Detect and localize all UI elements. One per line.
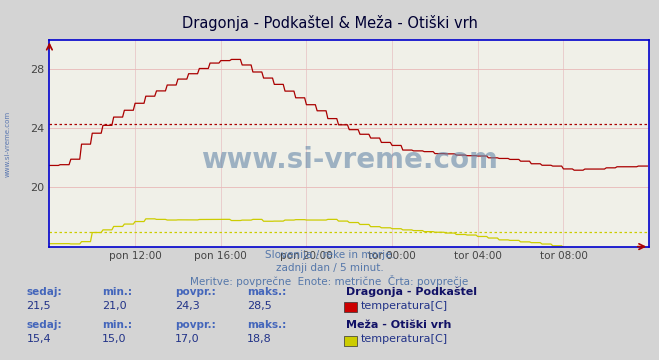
Text: 15,0: 15,0 [102, 334, 127, 344]
Text: Dragonja - Podkaštel & Meža - Otiški vrh: Dragonja - Podkaštel & Meža - Otiški vrh [182, 15, 477, 31]
Text: 28,5: 28,5 [247, 301, 272, 311]
Text: 18,8: 18,8 [247, 334, 272, 344]
Text: 15,4: 15,4 [26, 334, 51, 344]
Text: 17,0: 17,0 [175, 334, 199, 344]
Text: temperatura[C]: temperatura[C] [360, 334, 447, 344]
Text: min.:: min.: [102, 320, 132, 330]
Text: 21,5: 21,5 [26, 301, 51, 311]
Text: maks.:: maks.: [247, 287, 287, 297]
Text: temperatura[C]: temperatura[C] [360, 301, 447, 311]
Text: Meritve: povprečne  Enote: metrične  Črta: povprečje: Meritve: povprečne Enote: metrične Črta:… [190, 275, 469, 287]
Text: povpr.:: povpr.: [175, 287, 215, 297]
Text: sedaj:: sedaj: [26, 287, 62, 297]
Text: 24,3: 24,3 [175, 301, 200, 311]
Text: www.si-vreme.com: www.si-vreme.com [5, 111, 11, 177]
Text: 21,0: 21,0 [102, 301, 127, 311]
Text: Slovenija / reke in morje.: Slovenija / reke in morje. [264, 250, 395, 260]
Text: maks.:: maks.: [247, 320, 287, 330]
Text: zadnji dan / 5 minut.: zadnji dan / 5 minut. [275, 263, 384, 273]
Text: Dragonja - Podkaštel: Dragonja - Podkaštel [346, 287, 477, 297]
Text: www.si-vreme.com: www.si-vreme.com [201, 146, 498, 174]
Text: sedaj:: sedaj: [26, 320, 62, 330]
Text: povpr.:: povpr.: [175, 320, 215, 330]
Text: min.:: min.: [102, 287, 132, 297]
Text: Meža - Otiški vrh: Meža - Otiški vrh [346, 320, 451, 330]
